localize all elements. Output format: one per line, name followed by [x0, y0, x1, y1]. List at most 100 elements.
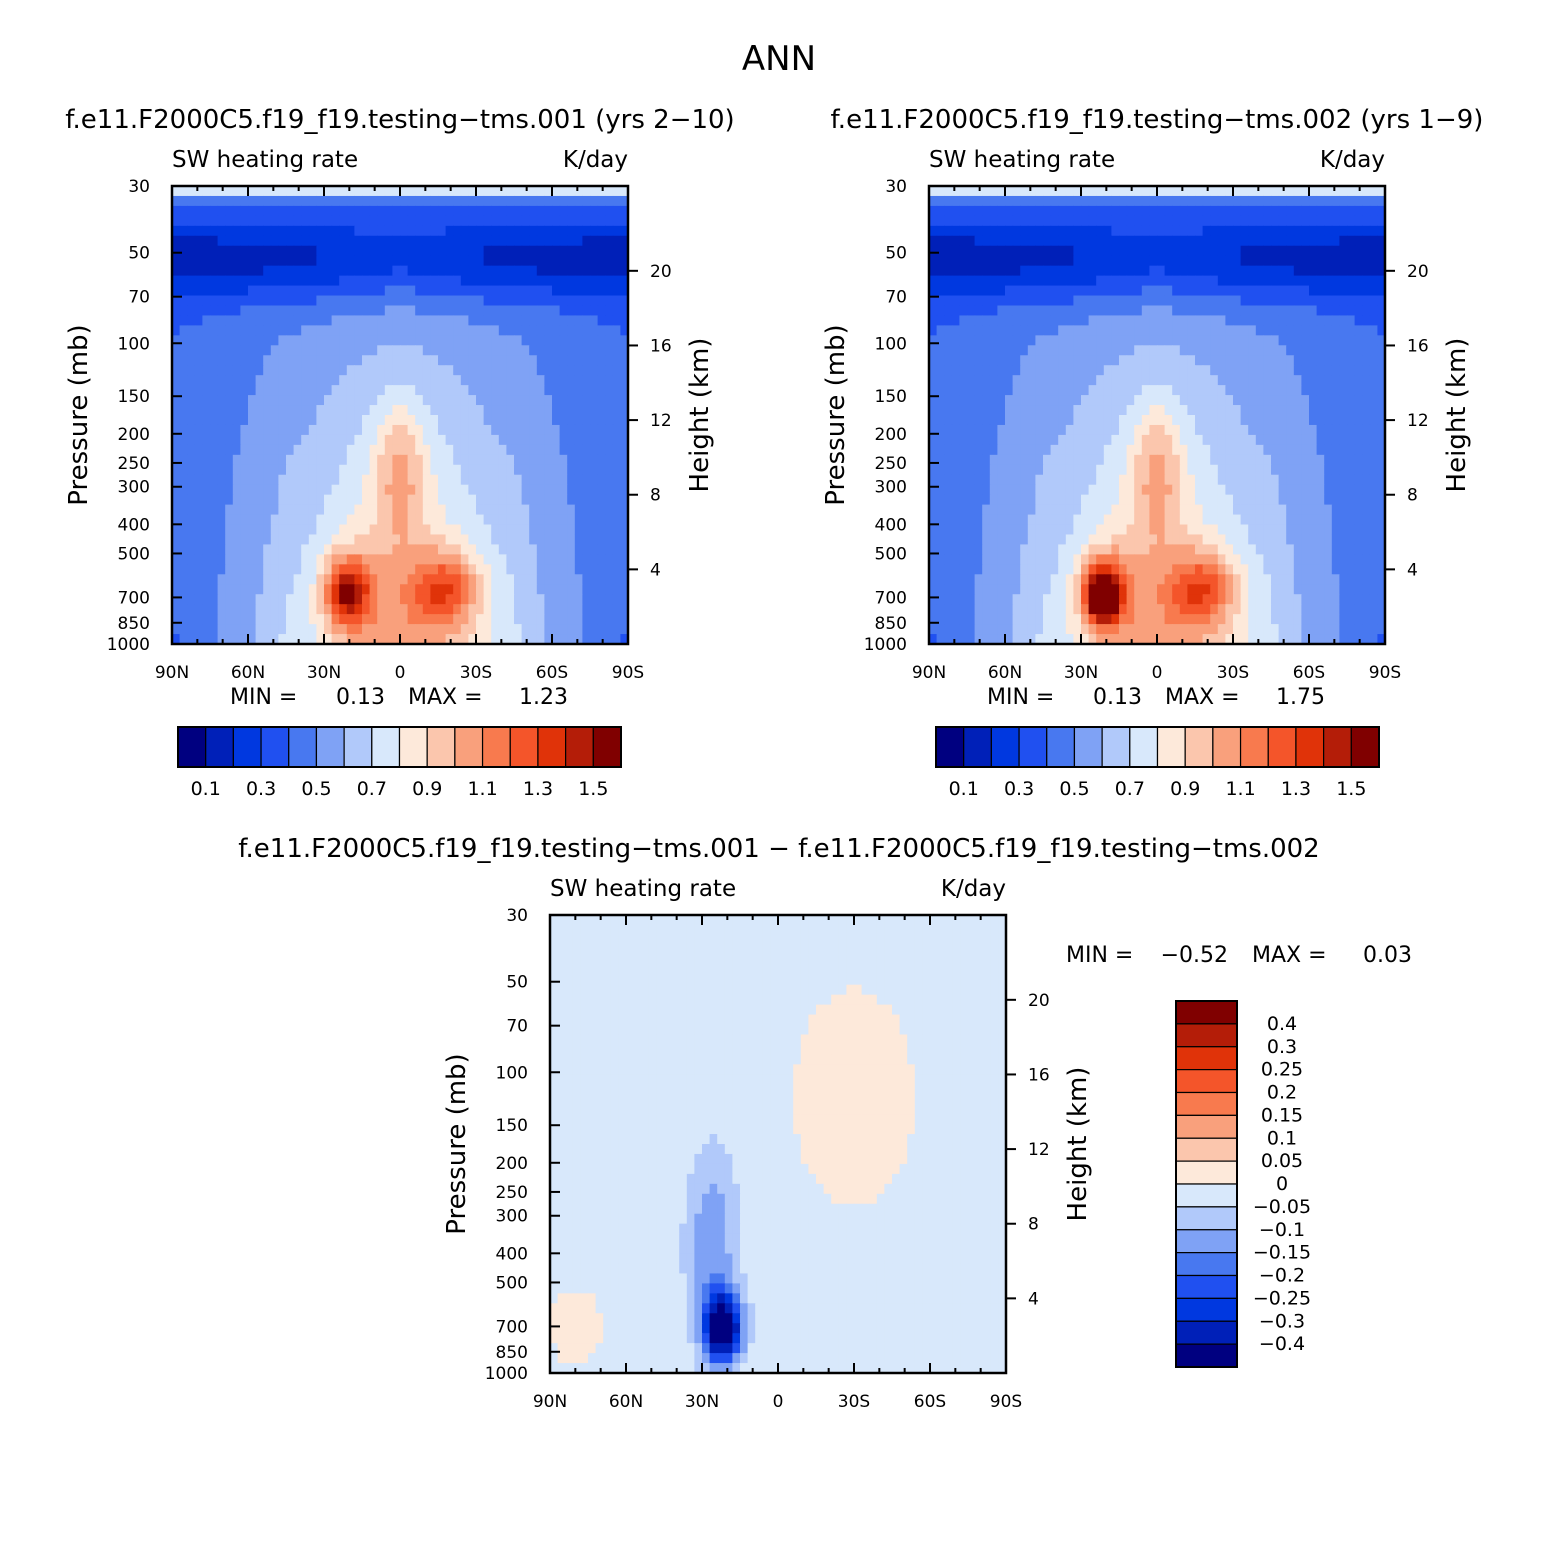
- contour-cell: [1316, 285, 1325, 297]
- contour-cell: [544, 464, 553, 476]
- contour-cell: [1255, 424, 1264, 436]
- contour-cell: [506, 464, 515, 476]
- contour-cell: [1035, 504, 1044, 516]
- contour-cell: [1202, 494, 1211, 506]
- contour-cell: [967, 524, 976, 536]
- contour-cell: [460, 315, 469, 326]
- contour-cell: [1035, 335, 1044, 346]
- contour-cell: [620, 614, 629, 625]
- contour-cell: [415, 405, 424, 416]
- contour-cell: [582, 186, 591, 197]
- contour-cell: [559, 205, 568, 217]
- contour-cell: [255, 574, 264, 585]
- contour-cell: [967, 245, 976, 257]
- contour-cell: [286, 186, 295, 197]
- contour-cell: [929, 335, 938, 346]
- min-value: 0.13: [336, 685, 385, 710]
- contour-cell: [1271, 335, 1280, 346]
- contour-cell: [210, 484, 219, 496]
- contour-cell: [1309, 514, 1318, 526]
- contour-cell: [1179, 514, 1188, 526]
- contour-cell: [1035, 405, 1044, 416]
- contour-cell: [1119, 405, 1128, 416]
- contour-cell: [270, 444, 279, 456]
- contour-cell: [1202, 215, 1211, 227]
- contour-cell: [597, 335, 606, 346]
- contour-cell: [202, 504, 211, 516]
- contour-cell: [1339, 385, 1348, 396]
- contour-cell: [559, 574, 568, 585]
- contour-cell: [194, 215, 203, 227]
- contour-cell: [1331, 275, 1340, 287]
- contour-cell: [316, 564, 325, 575]
- contour-cell: [194, 544, 203, 555]
- contour-cell: [1111, 275, 1120, 287]
- contour-cell: [430, 524, 439, 536]
- contour-cell: [1043, 355, 1052, 366]
- contour-cell: [1271, 295, 1280, 307]
- contour-cell: [997, 405, 1006, 416]
- contour-cell: [1339, 365, 1348, 376]
- contour-cell: [1065, 235, 1074, 247]
- contour-cell: [453, 255, 462, 267]
- contour-cell: [1149, 534, 1158, 546]
- contour-cell: [384, 245, 393, 257]
- contour-cell: [1255, 215, 1264, 227]
- contour-cell: [1301, 415, 1310, 426]
- contour-cell: [286, 375, 295, 386]
- contour-cell: [1050, 434, 1059, 446]
- contour-cell: [1354, 365, 1363, 376]
- contour-cell: [483, 245, 492, 257]
- contour-cell: [1309, 434, 1318, 446]
- contour-cell: [415, 345, 424, 356]
- contour-cell: [415, 594, 424, 605]
- contour-field: [172, 186, 629, 645]
- contour-cell: [278, 195, 287, 207]
- contour-cell: [1225, 494, 1234, 506]
- contour-cell: [1210, 464, 1219, 476]
- contour-cell: [217, 544, 226, 555]
- contour-cell: [951, 275, 960, 287]
- contour-cell: [612, 295, 621, 307]
- contour-cell: [301, 275, 310, 287]
- contour-cell: [202, 624, 211, 635]
- contour-cell: [521, 534, 530, 546]
- contour-cell: [1005, 255, 1014, 267]
- contour-cell: [1331, 325, 1340, 336]
- contour-cell: [1347, 494, 1356, 506]
- contour-cell: [202, 564, 211, 575]
- contour-cell: [438, 574, 447, 585]
- contour-cell: [301, 614, 310, 625]
- contour-cell: [1157, 405, 1166, 416]
- contour-cell: [1027, 385, 1036, 396]
- contour-cell: [316, 345, 325, 356]
- contour-cell: [997, 235, 1006, 247]
- contour-cell: [1141, 345, 1150, 356]
- contour-cell: [491, 285, 500, 297]
- contour-cell: [1149, 504, 1158, 516]
- contour-cell: [354, 574, 363, 585]
- contour-cell: [354, 285, 363, 297]
- contour-cell: [172, 315, 181, 326]
- contour-cell: [582, 275, 591, 287]
- contour-cell: [460, 564, 469, 575]
- contour-cell: [1119, 345, 1128, 356]
- contour-cell: [1347, 195, 1356, 207]
- contour-cell: [210, 554, 219, 565]
- contour-cell: [316, 295, 325, 307]
- contour-cell: [1316, 275, 1325, 287]
- contour-cell: [1225, 355, 1234, 366]
- contour-cell: [369, 355, 378, 366]
- contour-cell: [172, 245, 181, 257]
- contour-cell: [422, 335, 431, 346]
- contour-cell: [1172, 325, 1181, 336]
- contour-cell: [536, 215, 545, 227]
- contour-cell: [559, 325, 568, 336]
- contour-cell: [210, 494, 219, 506]
- contour-cell: [225, 544, 234, 555]
- contour-cell: [1263, 474, 1272, 486]
- contour-cell: [1088, 524, 1097, 536]
- contour-cell: [483, 554, 492, 565]
- contour-cell: [605, 335, 614, 346]
- contour-cell: [1043, 365, 1052, 376]
